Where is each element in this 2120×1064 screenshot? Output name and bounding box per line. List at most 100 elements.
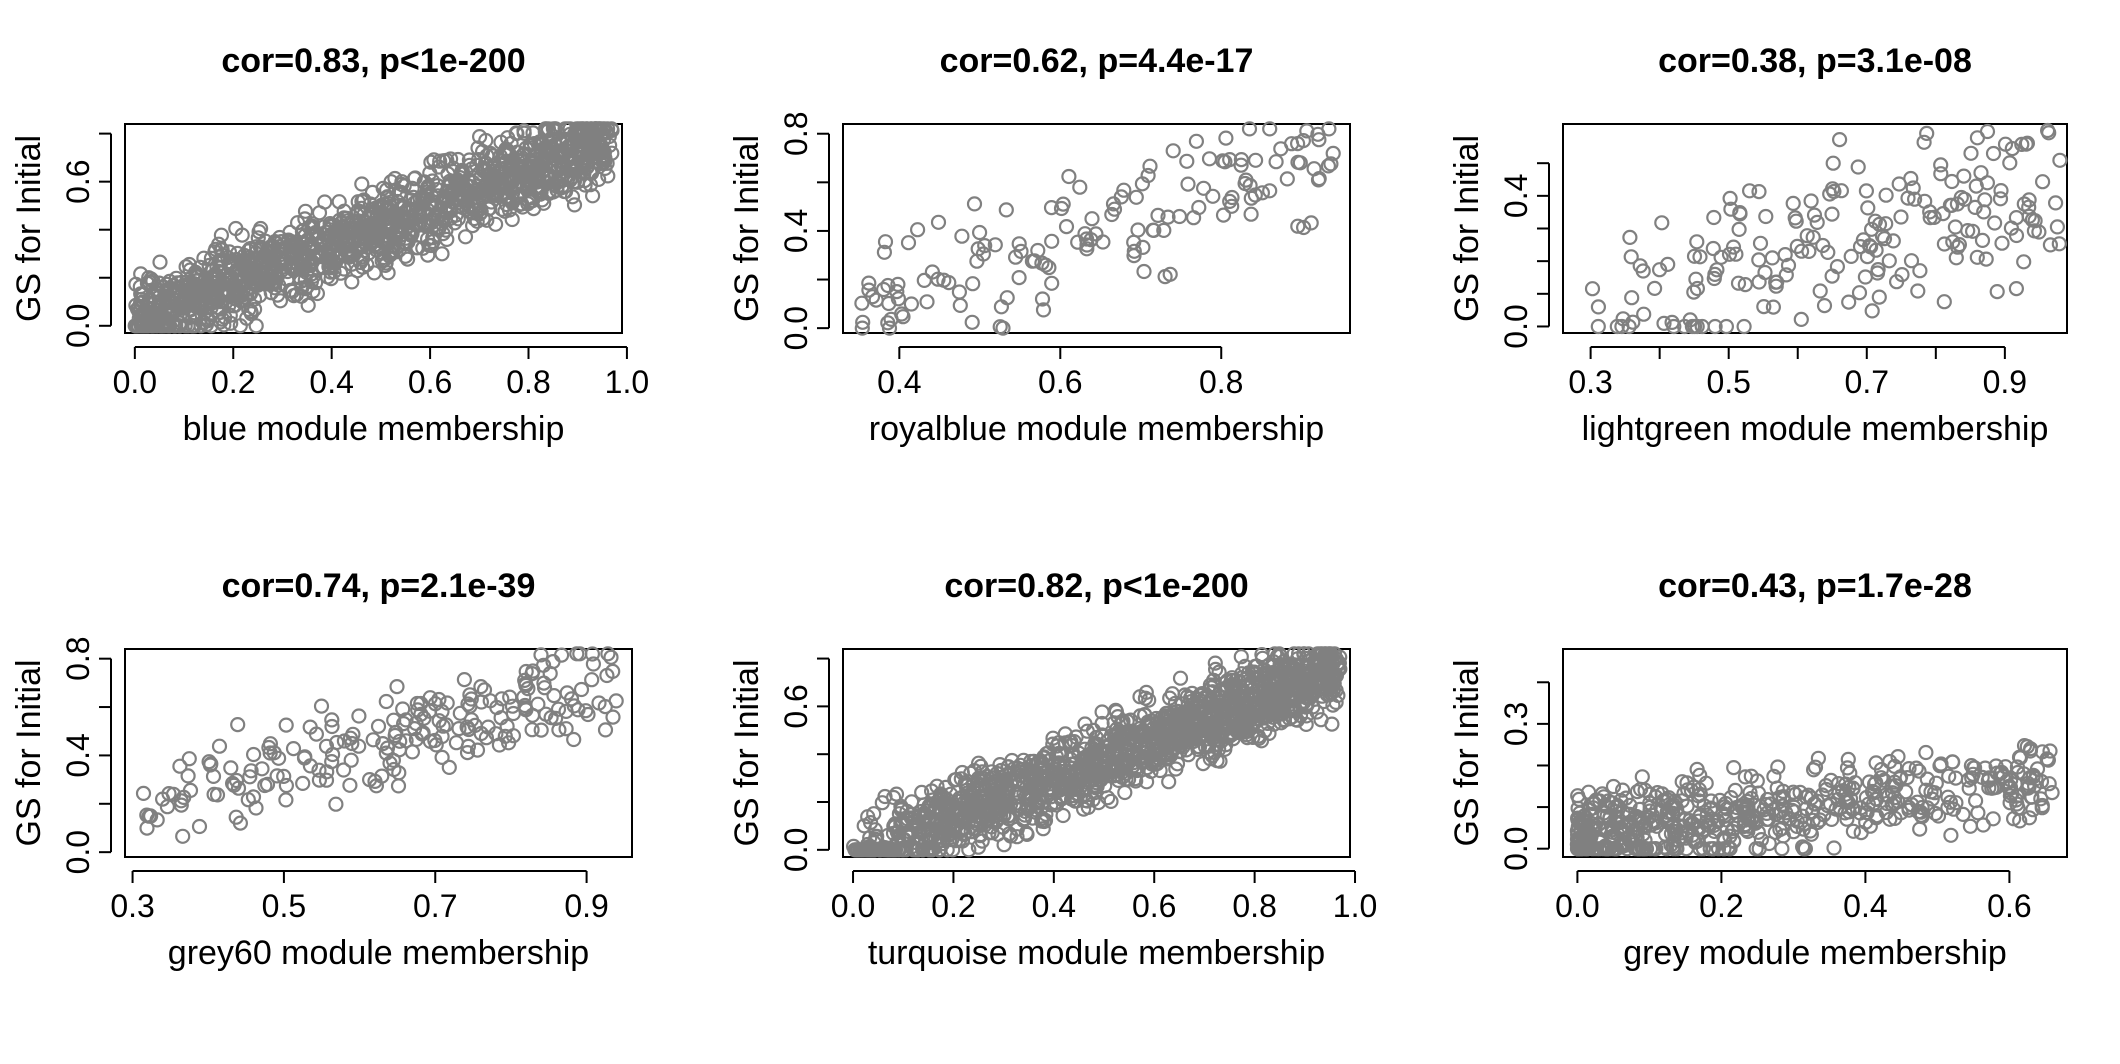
data-point [1077,226,1093,242]
data-point [1851,285,1868,301]
data-point [1134,723,1150,739]
x-tick-label: 0.4 [309,364,353,400]
data-point [967,798,984,814]
data-point [1132,708,1148,724]
data-point [1237,175,1253,192]
data-point [135,785,152,802]
data-point [1324,716,1340,732]
data-point [162,318,178,334]
data-point [1130,222,1146,238]
data-point [306,249,322,265]
data-point [1635,263,1651,279]
data-point [285,740,302,757]
data-point [1614,782,1631,798]
x-axis-label: blue module membership [183,410,565,448]
data-point [1095,234,1111,250]
data-point [311,205,328,221]
data-point [1862,239,1879,255]
data-point [1017,803,1033,820]
data-point [954,833,971,849]
data-point [206,267,222,284]
data-point [1789,818,1805,835]
data-point [599,121,616,137]
data-point [1868,810,1884,826]
data-point [1826,183,1842,200]
x-tick-label: 0.2 [931,888,975,924]
data-point [929,778,945,794]
data-point [1860,200,1876,216]
data-point [1320,673,1336,689]
data-point [522,136,538,152]
data-point [2016,737,2033,754]
data-point [413,706,429,722]
data-point [380,265,396,281]
data-point [1768,274,1784,290]
data-point [584,188,601,204]
data-point [1722,828,1738,844]
data-point [1625,314,1641,330]
data-point [425,233,441,250]
data-point [1924,791,1940,807]
data-point [924,842,940,858]
data-point [1247,152,1264,168]
data-point [1241,121,1258,137]
x-tick-label: 0.6 [1987,888,2031,924]
y-tick-label: 0.8 [778,111,814,155]
data-point [1953,189,1969,206]
data-point [533,722,549,738]
data-point [389,678,405,695]
data-point [1684,827,1701,843]
data-point [524,707,541,723]
data-point [1126,243,1142,259]
data-point [182,782,199,799]
data-point [1976,204,1992,220]
data-point [1239,690,1255,706]
y-axis-label: GS for Initial [728,135,766,322]
data-point [1919,800,1936,816]
data-point [440,184,456,200]
data-point [378,745,394,761]
data-point [528,178,545,195]
data-point [1254,185,1271,201]
data-point [1908,760,1924,776]
data-point [342,730,359,746]
data-point [375,735,391,752]
data-point [1770,759,1786,775]
data-point [1892,769,1909,785]
data-point [966,762,983,779]
data-point [992,319,1008,335]
data-point [566,731,582,748]
data-point [365,732,381,748]
data-point [597,722,614,738]
data-point [1310,172,1327,188]
data-point [1224,198,1240,214]
data-point [326,264,342,280]
data-point [1057,726,1073,742]
data-point [576,165,592,181]
data-point [1289,136,1306,152]
data-point [591,121,607,137]
data-point [502,689,518,705]
data-point [388,182,404,198]
data-point [1903,253,1920,269]
data-point [1687,834,1703,850]
data-point [1829,259,1846,275]
data-point [1664,806,1680,822]
data-point [965,276,981,292]
data-point [1726,759,1742,776]
data-point [1325,145,1341,161]
y-axis-label: GS for Initial [728,659,766,846]
data-point [2051,236,2067,252]
chart-title: cor=0.82, p<1e-200 [944,567,1248,605]
data-point [1805,762,1822,778]
data-point [1742,784,1758,801]
data-point [1858,789,1875,806]
data-point [572,124,588,140]
data-point [914,784,930,801]
data-point [1599,808,1615,824]
data-point [1689,234,1705,250]
data-point [211,300,228,316]
data-point [1977,192,1993,208]
data-point [319,764,335,780]
data-point [916,272,932,288]
